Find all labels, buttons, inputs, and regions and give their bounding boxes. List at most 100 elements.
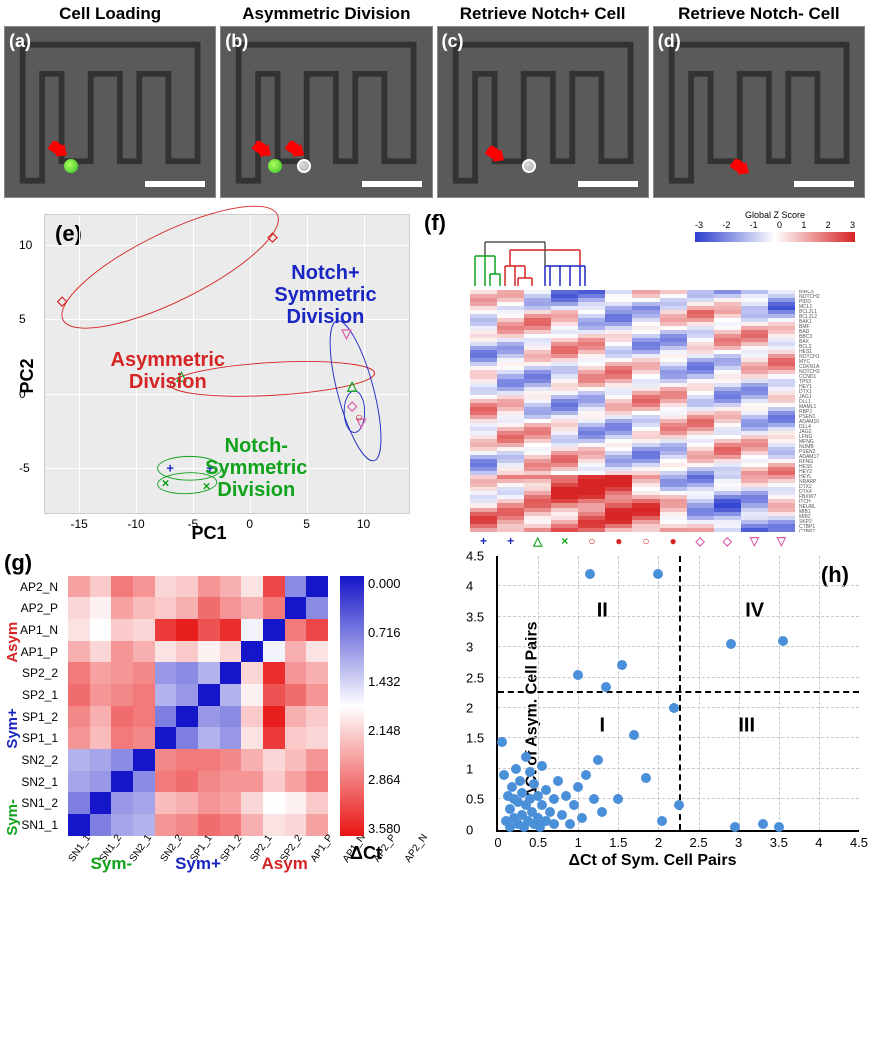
pca-plot-area: (e) -15-10-50510-50510◇◇△△▽▽◇○++××Asymme… [44,214,410,514]
scatter-point [549,794,559,804]
scatter-point [617,660,627,670]
panel-letter: (b) [225,31,248,52]
pca-point: ◇ [268,229,278,245]
micrograph: (a) [4,26,216,198]
panel-letter-g: (g) [4,550,32,576]
grey-cell [522,159,536,173]
micrograph-title: Asymmetric Division [242,4,410,24]
micrograph-title: Retrieve Notch+ Cell [460,4,626,24]
corr-ylabels: AP2_NAP2_PAP1_NAP1_PSP2_2SP2_1SP1_2SP1_1… [20,576,62,836]
scatter-point [657,816,667,826]
micrograph: (b) [220,26,432,198]
legend-bar [695,232,855,242]
pca-point: △ [347,378,357,394]
micrograph-col-2: Retrieve Notch+ Cell (c) [437,4,649,198]
panel-letter: (a) [9,31,31,52]
scatter-point [597,807,607,817]
heatmap-panel-f: (f) Global Z Score -3-2-10123 BIRC5NOTCH… [420,206,865,546]
micrograph-col-3: Retrieve Notch- Cell (d) [653,4,865,198]
red-arrow-icon [284,141,306,157]
scatter-point [629,730,639,740]
pca-point: × [162,476,170,491]
micrograph: (d) [653,26,865,198]
scatter-point [581,770,591,780]
quadrant-label: IV [745,599,764,622]
scale-bar [145,181,205,187]
micrograph-row: Cell Loading (a) Asymmetric Division (b) Ret… [4,4,865,198]
scale-bar [794,181,854,187]
panel-letter-h: (h) [821,562,849,588]
micrograph-title: Cell Loading [59,4,161,24]
heatmap-gene-labels: BIRC5NOTCH2PIDDMCL1BCL2L1BCL2L2BAK1BMFBA… [799,290,855,532]
corr-grid [68,576,328,836]
corr-panel-g: (g) AsymSym+Sym- AP2_NAP2_PAP1_NAP1_PSP2… [4,550,434,870]
corr-colorbar-label: ΔCt [350,843,382,864]
scatter-point [573,782,583,792]
micrograph-col-1: Asymmetric Division (b) [220,4,432,198]
corr-group-labels-x: Sym-Sym+Asym [68,854,328,874]
scatter-point [726,639,736,649]
panel-letter: (c) [442,31,464,52]
micrograph: (c) [437,26,649,198]
scatter-point [515,776,525,786]
scatter-point [511,764,521,774]
scatter-point [669,703,679,713]
scatter-point [557,810,567,820]
scatter-point [525,767,535,777]
heatmap-legend: Global Z Score -3-2-10123 [695,210,855,244]
heatmap-dendrogram [470,236,590,286]
scatter-point [758,819,768,829]
scatter-point [553,776,563,786]
middle-row: PC2 PC1 (e) -15-10-50510-50510◇◇△△▽▽◇○++… [4,206,865,546]
figure-root: Cell Loading (a) Asymmetric Division (b) Ret… [0,0,869,874]
pca-cluster-label: Notch+SymmetricDivision [274,262,376,328]
corr-xlabels: SN1_1SN1_2SN2_1SN2_2SP1_1SP1_2SP2_1SP2_2… [68,838,328,849]
legend-title: Global Z Score [695,210,855,220]
scatter-point [674,800,684,810]
red-arrow-icon [484,146,506,162]
scatter-point [499,770,509,780]
scatter-panel-h: ΔCt of Asym. Cell Pairs ΔCt of Sym. Cell… [440,550,865,870]
scatter-point [585,569,595,579]
red-arrow-icon [251,141,273,157]
quadrant-label: II [597,599,608,622]
red-arrow-icon [729,159,751,175]
scale-bar [578,181,638,187]
scatter-point [601,682,611,692]
pca-point: ○ [355,410,363,425]
bottom-row: (g) AsymSym+Sym- AP2_NAP2_PAP1_NAP1_PSP2… [4,550,865,870]
scatter-point [573,670,583,680]
panel-letter: (d) [658,31,681,52]
micrograph-title: Retrieve Notch- Cell [678,4,840,24]
scatter-point [541,785,551,795]
scatter-point [497,737,507,747]
quadrant-label: III [738,715,755,738]
green-cell [268,159,282,173]
scatter-point [521,752,531,762]
scatter-point [549,819,559,829]
scale-bar [362,181,422,187]
pca-cluster-label: AsymmetricDivision [111,349,226,393]
scatter-point [545,807,555,817]
scatter-xlabel: ΔCt of Sym. Cell Pairs [569,852,737,870]
scatter-point [589,794,599,804]
legend-ticks: -3-2-10123 [695,220,855,230]
pca-point: ◇ [57,293,67,309]
scatter-point [653,569,663,579]
pca-point: + [166,461,174,476]
scatter-point [529,779,539,789]
scatter-point [593,755,603,765]
corr-colorbar-ticks: 0.0000.7161.4322.1482.8643.580 [368,576,401,836]
scatter-point [730,822,740,832]
scatter-point [569,800,579,810]
scatter-point [641,773,651,783]
pca-cluster-label: Notch-SymmetricDivision [205,435,307,501]
corr-group-labels-y: AsymSym+Sym- [4,576,21,836]
corr-colorbar [340,576,364,836]
heatmap-col-markers: ++△×○●○●◇◇▽▽ [470,534,795,546]
pca-panel: PC2 PC1 (e) -15-10-50510-50510◇◇△△▽▽◇○++… [4,206,414,546]
scatter-point [774,822,784,832]
scatter-point [613,794,623,804]
quadrant-label: I [600,715,606,738]
scatter-plot-area: (h) 000.50.5111.51.5222.52.5333.53.5444.… [496,556,859,832]
